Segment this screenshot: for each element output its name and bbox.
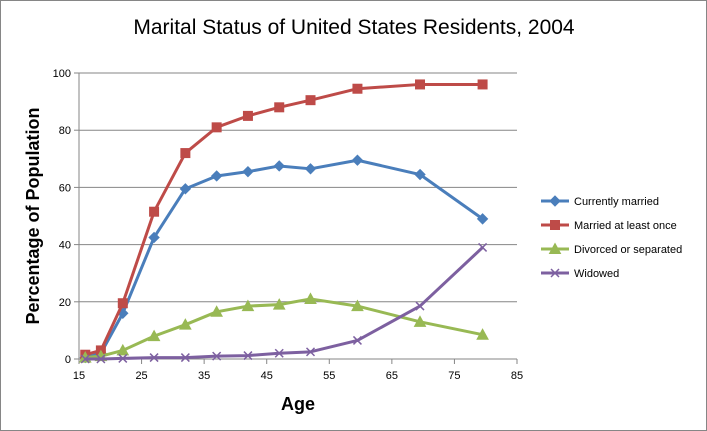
series-1-point-5 bbox=[211, 122, 222, 133]
series-2-point-7 bbox=[272, 298, 286, 310]
series-3-point-1 bbox=[96, 354, 106, 364]
series-2-point-6 bbox=[241, 299, 255, 312]
series-0-point-7 bbox=[273, 160, 285, 172]
x-tick-label-6: 75 bbox=[448, 370, 460, 382]
x-tick-label-7: 85 bbox=[511, 370, 523, 382]
series-3-point-8 bbox=[305, 347, 316, 357]
x-tick-label-5: 65 bbox=[386, 370, 398, 382]
y-tick-label-5: 100 bbox=[53, 68, 71, 80]
legend-label-1: Married at least once bbox=[574, 220, 677, 232]
series-0-point-6 bbox=[242, 165, 254, 178]
series-3-point-11 bbox=[478, 242, 488, 252]
series-2-point-5 bbox=[210, 305, 224, 317]
legend-label-3: Widowed bbox=[574, 268, 619, 280]
series-3-point-5 bbox=[212, 351, 222, 361]
y-tick-label-3: 60 bbox=[59, 182, 71, 194]
series-1-point-10 bbox=[415, 79, 426, 90]
series-0-point-11 bbox=[476, 213, 489, 225]
x-tick-labels: 15 25 35 45 55 65 75 85 bbox=[73, 370, 523, 382]
y-tick-label-2: 40 bbox=[59, 240, 71, 252]
x-axis-title: Age bbox=[281, 394, 315, 414]
x-tick-label-0: 15 bbox=[73, 370, 85, 382]
series-line-3 bbox=[85, 246, 484, 361]
legend-item-3: Widowed bbox=[541, 268, 619, 280]
x-tick-label-2: 35 bbox=[198, 370, 210, 382]
legend-marker-0 bbox=[549, 195, 561, 207]
series-2-point-8 bbox=[304, 292, 317, 304]
series-1-point-2 bbox=[117, 298, 128, 309]
series-3-point-6 bbox=[243, 351, 253, 361]
y-tick-label-1: 20 bbox=[59, 297, 71, 309]
x-tick-label-4: 55 bbox=[323, 370, 335, 382]
series-1 bbox=[80, 79, 488, 360]
series-1-point-6 bbox=[242, 110, 253, 121]
y-tick-label-4: 80 bbox=[59, 125, 71, 137]
y-axis-title: Percentage of Population bbox=[23, 107, 43, 324]
y-tick-labels: 0 20 40 60 80 100 bbox=[53, 68, 71, 366]
series-line-0 bbox=[84, 158, 484, 360]
legend-marker-1 bbox=[550, 220, 560, 230]
series-0-point-8 bbox=[304, 163, 317, 175]
legend-item-2: Divorced or separated bbox=[541, 242, 682, 256]
legend-label-0: Currently married bbox=[574, 196, 659, 208]
series-3-point-0 bbox=[80, 354, 90, 364]
series-2-point-3 bbox=[147, 329, 161, 342]
series-0-point-9 bbox=[351, 154, 364, 166]
series-line-1 bbox=[84, 82, 483, 357]
series-3-point-9 bbox=[352, 335, 362, 345]
legend-label-2: Divorced or separated bbox=[574, 244, 682, 256]
series-3-point-2 bbox=[118, 353, 128, 363]
series-1-point-8 bbox=[305, 95, 316, 106]
x-tick-label-1: 25 bbox=[135, 370, 147, 382]
series-0-point-3 bbox=[148, 231, 160, 244]
legend-item-1: Married at least once bbox=[541, 220, 677, 232]
series-3-point-3 bbox=[149, 353, 159, 363]
series-2-point-2 bbox=[116, 343, 130, 356]
series-3-point-7 bbox=[274, 348, 284, 358]
series-3-point-10 bbox=[415, 301, 425, 311]
y-tick-label-0: 0 bbox=[65, 354, 71, 366]
series-0-point-5 bbox=[210, 170, 223, 182]
series-1-point-4 bbox=[180, 148, 191, 159]
series-1-point-7 bbox=[274, 102, 285, 113]
series-2-point-10 bbox=[413, 315, 427, 327]
series-2-point-11 bbox=[476, 328, 489, 340]
series-group bbox=[78, 79, 489, 364]
series-0 bbox=[79, 154, 489, 364]
series-0-point-4 bbox=[179, 183, 192, 195]
series-2-point-9 bbox=[351, 299, 364, 312]
gridlines bbox=[79, 72, 517, 303]
series-1-point-3 bbox=[149, 206, 160, 217]
x-tick-label-3: 45 bbox=[261, 370, 273, 382]
series-1-point-11 bbox=[477, 79, 488, 90]
series-3-point-4 bbox=[180, 353, 190, 363]
legend: Currently married Married at least once Di… bbox=[541, 195, 682, 280]
series-1-point-9 bbox=[352, 83, 363, 94]
series-2-point-4 bbox=[179, 318, 192, 330]
legend-marker-3 bbox=[550, 268, 560, 278]
series-3 bbox=[80, 242, 488, 364]
axes bbox=[74, 72, 518, 364]
legend-item-0: Currently married bbox=[541, 195, 659, 208]
chart-title: Marital Status of United States Resident… bbox=[133, 16, 575, 39]
series-0-point-10 bbox=[414, 168, 426, 181]
legend-marker-2 bbox=[548, 242, 562, 254]
